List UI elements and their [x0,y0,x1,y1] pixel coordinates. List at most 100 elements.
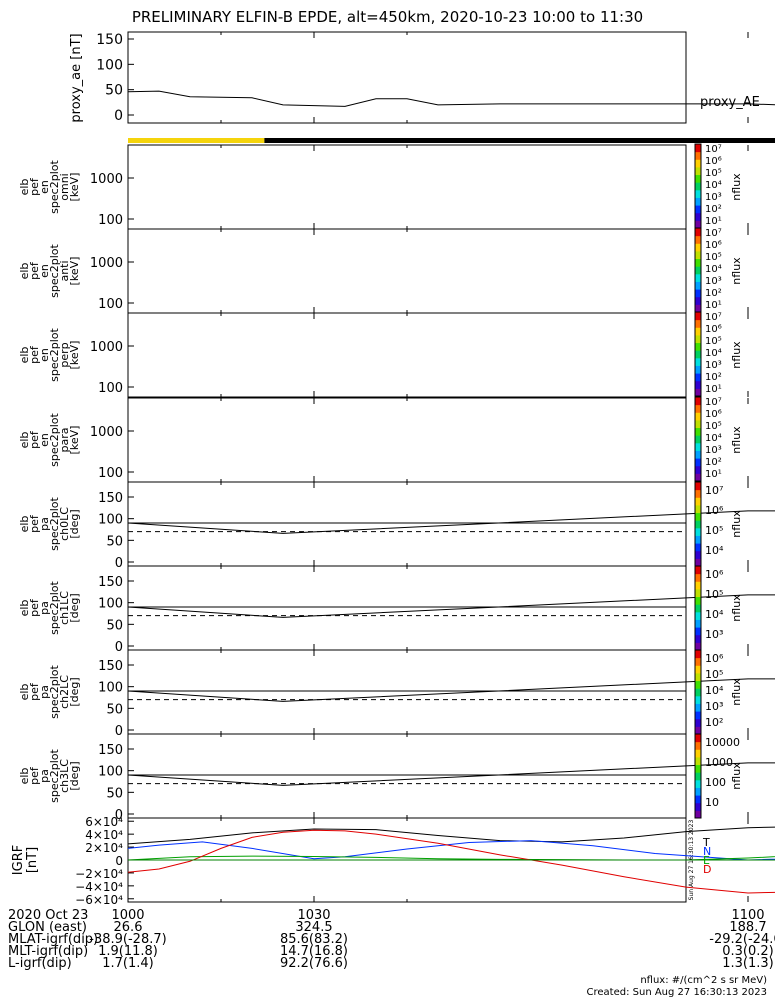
colorbar-segment [695,756,701,766]
pitch-angle-ylabel: pef [28,682,41,701]
spectrogram-ylabel: para [58,428,71,453]
colorbar-segment [695,779,701,788]
footer-row-value: 1000 [111,908,144,923]
chart-title: PRELIMINARY ELFIN-B EPDE, alt=450km, 202… [131,8,644,26]
colorbar-tick-label: 10⁵ [705,252,722,263]
pitch-angle-frame [127,649,687,735]
colorbar-segment [695,166,701,176]
spectrogram-ytick-label: 1000 [90,425,123,440]
spectrogram-ylabel: perp [58,342,71,367]
spectrogram-ylabel: elb [18,179,31,196]
colorbar-segment [695,334,701,344]
igrf-ytick-label: 4×10⁴ [85,828,123,842]
colorbar-segment [695,741,701,750]
colorbar-segment [695,642,701,651]
spectrogram-ytick-label: 1000 [90,340,123,355]
pitch-angle-ylabel: spec2plot [48,665,61,719]
colorbar-segment [695,342,701,351]
pitch-angle-ylabel: pef [28,598,41,617]
footer-row-value: 85.6(83.2) [280,932,348,947]
colorbar-segment [695,427,701,436]
colorbar-tick-label: 1000 [705,756,733,769]
igrf-ytick-label: −6×10⁴ [75,893,123,907]
colorbar-segment [695,266,701,275]
colorbar-label: nflux [730,426,743,454]
footer-row-value: 14.7(16.8) [280,944,348,959]
colorbar-segment [695,596,701,605]
pitch-angle-ylabel: pa [38,601,51,615]
pitch-angle-ytick-label: 0 [115,640,123,655]
spectrogram-frame [127,228,687,314]
colorbar-tick-label: 10⁴ [705,348,722,359]
colorbar-segment [695,604,701,613]
pitch-angle-ylabel: [deg] [68,593,81,622]
pitch-angle-ytick-label: 50 [106,786,123,801]
colorbar-tick-label: 10⁴ [705,608,724,621]
colorbar-segment [695,497,701,506]
spectrogram-ylabel: elb [18,347,31,364]
colorbar-segment [695,695,701,704]
colorbar-label: nflux [730,510,743,538]
footer-row-label: 2020 Oct 23 [8,908,88,923]
igrf-ytick-label: −2×10⁴ [75,867,123,881]
colorbar-tick-label: 10 [705,796,719,809]
colorbar-label: nflux [730,341,743,369]
spectrogram-ylabel: [keV] [68,341,81,370]
spectrogram-ytick-label: 1000 [90,172,123,187]
pitch-angle-ylabel: elb [18,600,31,617]
pitch-angle-ylabel: ch0LC [58,507,71,541]
footer-row-value: 1.3(1.3) [722,956,774,971]
colorbar-segment [695,212,701,221]
pitch-angle-frame [127,733,687,819]
spectrogram-ytick-label: 100 [98,213,123,228]
colorbar-segment [695,419,701,429]
igrf-side-label: Sun Aug 27 16:30:13 2023 [688,820,695,901]
spectrogram-ytick-label: 100 [98,466,123,481]
colorbar-segment [695,197,701,206]
colorbar-segment [695,250,701,260]
pitch-angle-ytick-label: 100 [98,765,123,780]
igrf-legend-entry: N [703,845,711,858]
colorbar-segment [695,159,701,168]
colorbar-tick-label: 10² [705,204,722,215]
colorbar-segment [695,388,701,397]
colorbar-tick-label: 10³ [705,192,722,203]
igrf-ytick-label: 6×10⁴ [85,815,123,829]
created-note: Created: Sun Aug 27 16:30:13 2023 [586,987,767,998]
units-note: nflux: #/(cm^2 s sr MeV) [640,975,767,986]
colorbar-segment [695,243,701,252]
pitch-angle-ylabel: spec2plot [48,581,61,635]
colorbar-segment [695,588,701,598]
colorbar-segment [695,312,701,321]
spectrogram-ylabel: [keV] [68,426,81,455]
colorbar-segment [695,504,701,514]
colorbar-tick-label: 10⁵ [705,336,722,347]
colorbar-segment [695,535,701,544]
colorbar-label: nflux [730,678,743,706]
colorbar-segment [695,412,701,421]
igrf-series-line [127,840,775,861]
spectrogram-ytick-label: 100 [98,297,123,312]
colorbar-segment [695,665,701,674]
footer-row-value: -38.9(-28.7) [89,932,166,947]
spectrogram-ylabel: en [38,433,51,447]
pitch-angle-ylabel: spec2plot [48,497,61,551]
pitch-angle-ylabel: spec2plot [48,749,61,803]
spectrogram-frame [127,312,687,398]
colorbar-segment [695,151,701,160]
colorbar-segment [695,688,701,697]
colorbar-tick-label: 10¹ [705,384,722,395]
colorbar-segment [695,711,701,720]
colorbar-segment [695,520,701,529]
colorbar-segment [695,749,701,758]
spectrogram-ylabel: pef [28,261,41,280]
colorbar-segment [695,465,701,474]
proxy-ae-ytick-label: 100 [96,57,123,73]
colorbar-segment [695,404,701,413]
colorbar-tick-label: 10¹ [705,300,722,311]
igrf-ylabel-units: [nT] [25,847,40,873]
colorbar-segment [695,174,701,183]
colorbar-tick-label: 10³ [705,360,722,371]
spectrogram-ylabel: pef [28,177,41,196]
spectrogram-ylabel: pef [28,345,41,364]
